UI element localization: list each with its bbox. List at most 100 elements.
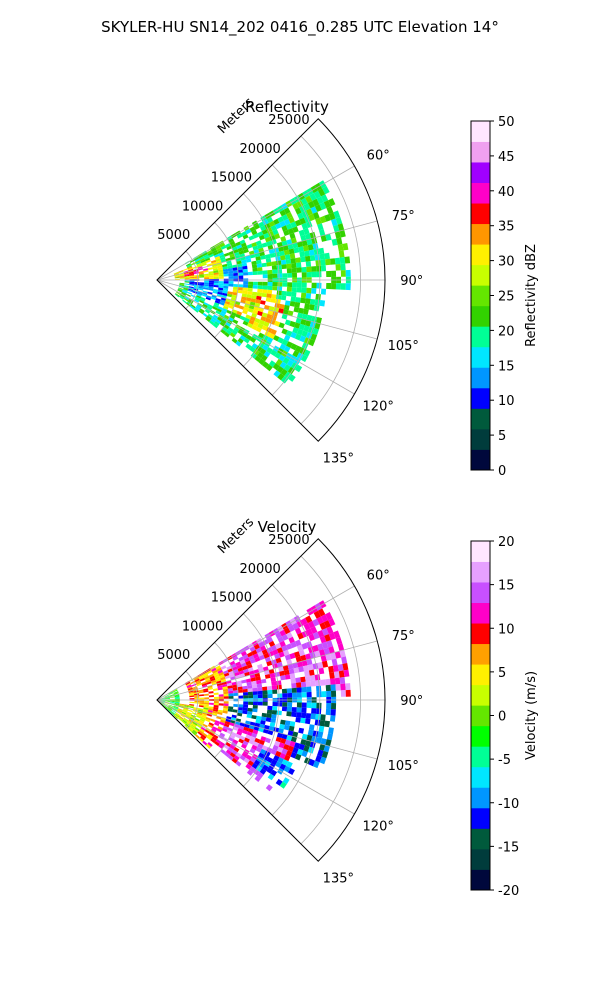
velocity-cell <box>325 739 332 747</box>
velocity-cell <box>243 701 249 705</box>
reflectivity-cell <box>255 299 261 304</box>
reflectivity-cell <box>299 251 305 258</box>
reflectivity-cell <box>270 298 276 303</box>
reflectivity-cell <box>345 283 351 291</box>
reflectivity-cell <box>315 217 322 225</box>
reflectivity-cell <box>262 285 268 290</box>
velocity-cell <box>207 685 213 689</box>
velocity-cell <box>236 730 243 736</box>
velocity-cell <box>213 696 219 699</box>
reflectivity-cell <box>337 244 344 252</box>
reflectivity-cell <box>289 253 296 259</box>
velocity-cell <box>268 640 276 647</box>
colorbar-segment <box>471 367 490 389</box>
reflectivity-cell <box>275 358 283 366</box>
reflectivity-cell <box>226 262 233 267</box>
r-tick-label: 25000 <box>268 533 309 548</box>
reflectivity-cell <box>264 236 271 243</box>
reflectivity-cell <box>201 293 207 297</box>
velocity-cell <box>333 671 340 679</box>
reflectivity-cell <box>271 265 278 270</box>
reflectivity-cell <box>213 285 219 288</box>
reflectivity-cell <box>316 282 322 289</box>
velocity-cell <box>276 684 282 690</box>
velocity-cell <box>212 710 218 714</box>
velocity-cell <box>236 680 242 685</box>
azimuth-spoke <box>156 585 355 701</box>
reflectivity-cell <box>300 197 308 206</box>
reflectivity-cell <box>301 282 307 288</box>
velocity-cell <box>237 689 243 693</box>
reflectivity-cell <box>216 262 223 267</box>
velocity-cell <box>210 677 216 682</box>
reflectivity-cell <box>205 297 211 301</box>
reflectivity-cell <box>272 286 278 291</box>
velocity-cell <box>329 672 335 679</box>
velocity-cell <box>246 769 254 776</box>
velocity-cell <box>175 712 181 716</box>
reflectivity-cell <box>263 351 271 358</box>
reflectivity-cell <box>319 202 327 210</box>
velocity-cell <box>216 716 222 720</box>
reflectivity-cell <box>228 281 234 284</box>
velocity-cell <box>301 702 307 708</box>
reflectivity-cell <box>255 345 263 352</box>
velocity-cell <box>247 688 253 693</box>
velocity-cell <box>325 653 332 661</box>
colorbar-segment <box>471 387 490 409</box>
velocity-cell <box>308 669 315 676</box>
velocity-cell <box>319 743 326 751</box>
velocity-cell <box>187 685 192 689</box>
velocity-cell <box>189 692 194 695</box>
velocity-cell <box>242 685 248 690</box>
velocity-cell <box>186 712 192 716</box>
reflectivity-cell <box>247 291 253 295</box>
velocity-cell <box>260 736 267 742</box>
velocity-cell <box>189 695 195 698</box>
velocity-cell <box>301 642 308 650</box>
velocity-cell <box>185 714 191 719</box>
reflectivity-cell <box>205 257 211 262</box>
reflectivity-cell <box>286 212 293 219</box>
reflectivity-cell <box>296 267 302 273</box>
reflectivity-cell <box>292 226 299 233</box>
velocity-cell <box>321 641 329 650</box>
velocity-cell <box>187 687 193 691</box>
reflectivity-cell <box>261 242 268 248</box>
velocity-cell <box>197 712 203 716</box>
velocity-cell <box>242 654 249 660</box>
velocity-cell <box>174 697 180 699</box>
velocity-cell <box>270 769 278 777</box>
velocity-cell <box>196 724 202 729</box>
reflectivity-cell <box>308 213 316 222</box>
velocity-cell <box>196 683 202 687</box>
reflectivity-cell <box>310 333 318 341</box>
velocity-cell <box>305 718 311 725</box>
velocity-cell <box>227 727 233 732</box>
reflectivity-cell <box>331 238 338 246</box>
reflectivity-cell <box>227 265 233 269</box>
azimuth-spoke <box>156 640 378 701</box>
reflectivity-cell <box>288 248 295 255</box>
reflectivity-cell <box>237 329 244 335</box>
reflectivity-cell <box>267 309 274 316</box>
velocity-cell <box>222 708 229 712</box>
velocity-cell <box>242 729 248 735</box>
velocity-cell <box>173 691 179 695</box>
reflectivity-cell <box>256 292 263 297</box>
velocity-cell <box>261 745 268 751</box>
velocity-cell <box>168 691 174 695</box>
velocity-cell <box>203 674 209 678</box>
velocity-cell <box>188 727 193 733</box>
velocity-cell <box>274 653 281 660</box>
reflectivity-cell <box>204 275 209 278</box>
reflectivity-cell <box>217 265 223 269</box>
azimuth-spoke <box>156 165 355 281</box>
reflectivity-cell <box>251 291 258 296</box>
reflectivity-cell <box>286 268 292 274</box>
reflectivity-cell <box>306 271 312 278</box>
velocity-cell <box>174 700 180 702</box>
reflectivity-cell <box>206 305 213 310</box>
velocity-cell <box>248 695 254 699</box>
reflectivity-cell <box>202 290 208 294</box>
